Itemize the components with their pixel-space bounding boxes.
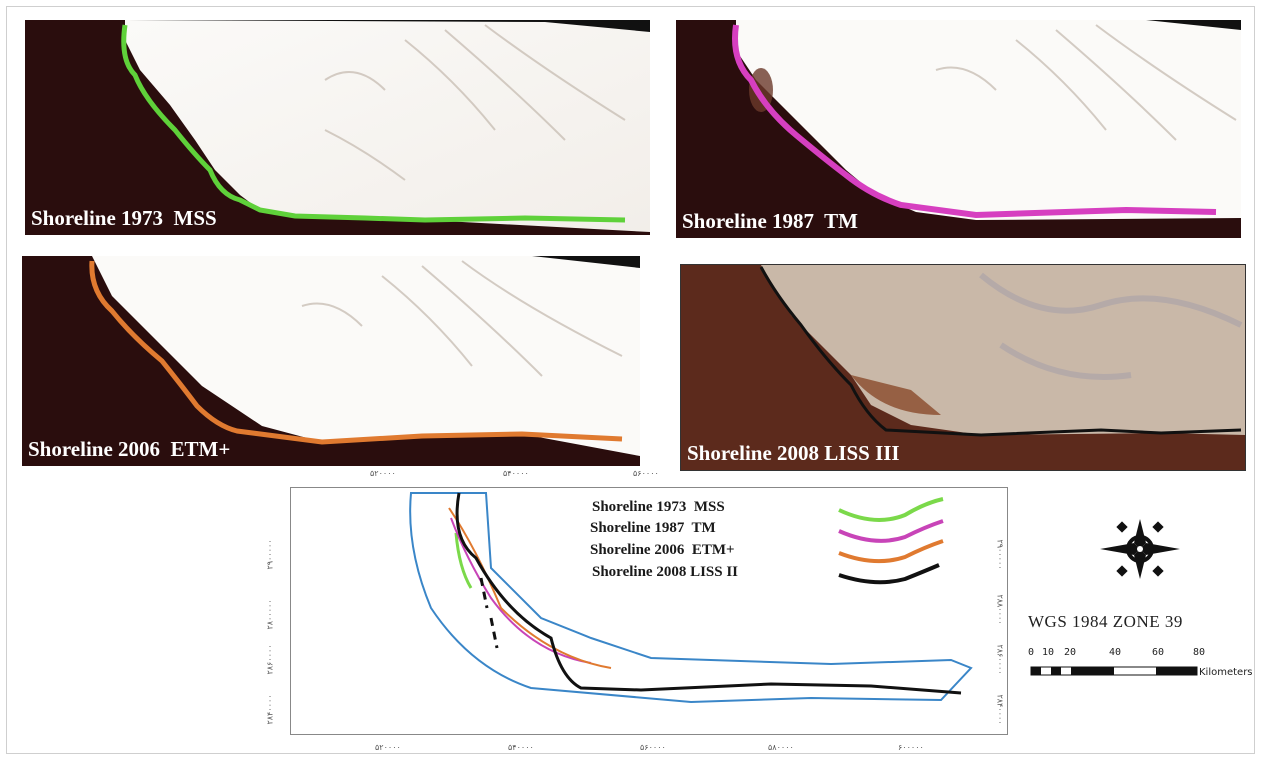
map-line-2008 [455,492,962,695]
shoreline-path [732,24,1217,219]
map-line-1973 [454,532,473,589]
legend-swatch-2008 [838,563,940,585]
legend-swatch-1973 [838,497,944,522]
panel-label: Shoreline 2006 ETM+ [28,437,231,461]
legend-swatches [838,497,944,585]
satellite-image-2006 [89,256,640,456]
compass-rose-icon [1100,519,1180,579]
satellite-image-2008 [681,265,1245,470]
tick-label-bottom: ۶۰۰۰۰۰ [898,743,924,752]
legend-swatch-1987 [838,519,944,543]
legend-label-2006: Shoreline 2006 ETM+ [590,542,735,558]
legend-label-1973: Shoreline 1973 MSS [592,499,725,515]
tick-label-top: ۵۲۰۰۰۰ [370,469,396,478]
tick-label-left: ۲۸۶۰۰۰۰ [265,644,275,675]
tick-label-bottom: ۵۴۰۰۰۰ [508,743,534,752]
tick-label-right: ۲۸۸۰۰۰۰ [995,594,1005,625]
scale-unit-label: Kilometers [1199,667,1253,678]
shoreline-path [89,260,623,445]
shoreline-2008-panel: Shoreline 2008 LISS III [680,264,1246,471]
scale-bar [1030,666,1198,676]
tick-label-right: ۲۸۶۰۰۰۰ [995,644,1005,675]
tick-label-left: ۲۹۰۰۰۰۰ [265,539,275,570]
legend-swatch-2006 [838,539,944,564]
tick-label-left: ۲۸۰۰۰۰۰ [265,599,275,630]
shoreline-path [121,24,626,223]
map-line-2006 [448,507,612,669]
shoreline-2006-panel: Shoreline 2006 ETM+ [22,256,640,466]
buffer-zone [409,492,973,704]
panel-label: Shoreline 1987 TM [682,209,858,233]
tick-label-right: ۲۹۰۰۰۰۰ [995,539,1005,570]
figure-frame [6,6,1255,754]
scale-label: 60 [1152,647,1165,658]
shoreline-path [759,266,1242,437]
scale-label: 20 [1064,647,1077,658]
coordinate-system-label: WGS 1984 ZONE 39 [1028,612,1183,631]
map-canvas [409,492,973,704]
scale-label: 0 [1028,647,1035,658]
shoreline-1973-panel: Shoreline 1973 MSS [25,20,650,235]
legend-label-1987: Shoreline 1987 TM [590,520,716,536]
scale-bar-labels: 0 10 20 40 60 80 [1028,647,1258,661]
scale-label: 80 [1193,647,1206,658]
panel-label: Shoreline 2008 LISS III [687,441,900,465]
legend-label-2008: Shoreline 2008 LISS II [592,564,739,580]
tick-label-right: ۲۸۴۰۰۰۰ [995,694,1005,725]
tick-label-left: ۲۸۴۰۰۰۰ [265,694,275,725]
tick-label-top: ۵۶۰۰۰۰ [633,469,659,478]
tick-label-bottom: ۵۸۰۰۰۰ [768,743,794,752]
shoreline-1987-panel: Shoreline 1987 TM [676,20,1241,238]
map-line-1987 [450,517,592,664]
tick-label-bottom: ۵۲۰۰۰۰ [375,743,401,752]
composite-shoreline-map [290,487,1008,735]
satellite-image-1973 [121,20,650,232]
scale-label: 10 [1042,647,1055,658]
panel-label: Shoreline 1973 MSS [31,206,217,230]
tick-label-bottom: ۵۶۰۰۰۰ [640,743,666,752]
tick-label-top: ۵۴۰۰۰۰ [503,469,529,478]
satellite-image-1987 [732,20,1241,220]
scale-label: 40 [1109,647,1122,658]
